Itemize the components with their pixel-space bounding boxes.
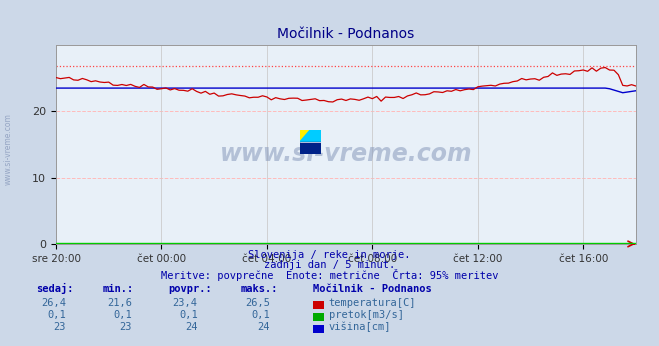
Text: zadnji dan / 5 minut.: zadnji dan / 5 minut. xyxy=(264,260,395,270)
Polygon shape xyxy=(300,130,321,142)
Text: Meritve: povprečne  Enote: metrične  Črta: 95% meritev: Meritve: povprečne Enote: metrične Črta:… xyxy=(161,268,498,281)
Text: maks.:: maks.: xyxy=(241,284,278,294)
Text: 0,1: 0,1 xyxy=(252,310,270,320)
Text: povpr.:: povpr.: xyxy=(168,284,212,294)
Text: 24: 24 xyxy=(185,322,198,333)
Text: višina[cm]: višina[cm] xyxy=(329,322,391,333)
Text: sedaj:: sedaj: xyxy=(36,283,74,294)
Text: 0,1: 0,1 xyxy=(47,310,66,320)
Text: 23: 23 xyxy=(53,322,66,333)
Text: www.si-vreme.com: www.si-vreme.com xyxy=(219,143,473,166)
Text: www.si-vreme.com: www.si-vreme.com xyxy=(3,113,13,185)
Text: 21,6: 21,6 xyxy=(107,298,132,308)
Polygon shape xyxy=(300,142,321,154)
Text: 0,1: 0,1 xyxy=(113,310,132,320)
Text: 0,1: 0,1 xyxy=(179,310,198,320)
Text: Slovenija / reke in morje.: Slovenija / reke in morje. xyxy=(248,250,411,260)
Polygon shape xyxy=(300,130,310,142)
Text: Močilnik - Podnanos: Močilnik - Podnanos xyxy=(313,284,432,294)
Title: Močilnik - Podnanos: Močilnik - Podnanos xyxy=(277,27,415,41)
Text: 26,4: 26,4 xyxy=(41,298,66,308)
Text: 24: 24 xyxy=(258,322,270,333)
Text: 23,4: 23,4 xyxy=(173,298,198,308)
Text: temperatura[C]: temperatura[C] xyxy=(329,298,416,308)
Text: min.:: min.: xyxy=(102,284,133,294)
Text: 26,5: 26,5 xyxy=(245,298,270,308)
Text: 23: 23 xyxy=(119,322,132,333)
Text: pretok[m3/s]: pretok[m3/s] xyxy=(329,310,404,320)
